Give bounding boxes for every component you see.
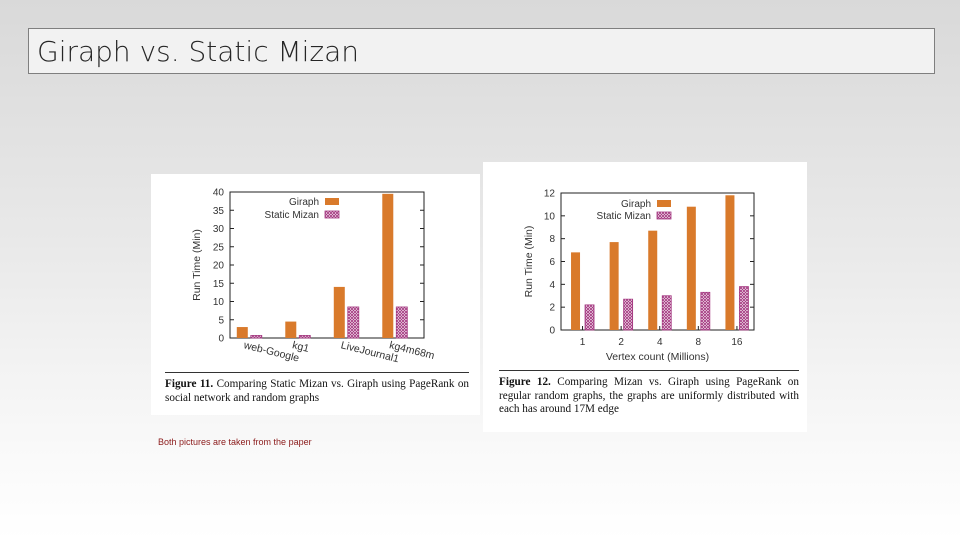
figure-11-caption-label: Figure 11. (165, 378, 214, 390)
bar-giraph (285, 321, 297, 338)
y-tick-label: 20 (213, 261, 225, 272)
y-tick-label: 8 (549, 234, 555, 245)
x-tick-label: 16 (731, 337, 743, 348)
footnote: Both pictures are taken from the paper (158, 437, 312, 447)
bar-mizan (700, 291, 711, 331)
bar-mizan (661, 295, 672, 331)
bar-mizan (347, 306, 360, 339)
x-tick-label: kg1 (291, 339, 310, 355)
bar-giraph (382, 193, 394, 338)
bar-mizan (584, 304, 595, 331)
x-tick-label: web-Google (242, 339, 301, 365)
legend-label: Static Mizan (597, 211, 651, 222)
y-tick-label: 0 (549, 326, 555, 337)
bar-giraph (686, 206, 696, 330)
legend-swatch-mizan (324, 210, 340, 219)
bar-mizan (298, 335, 311, 339)
figure-12: 0 2 4 6 8 10 12 Run Time (Min) 1 2 4 8 16 Vertex coun… (483, 162, 807, 432)
bar-giraph (333, 286, 345, 338)
y-tick-label: 35 (213, 206, 225, 217)
x-tick-label: 2 (618, 337, 624, 348)
bar-giraph (571, 252, 581, 330)
figure-11-chart: 0 5 10 15 20 25 30 35 40 Run Time (Min) web-Google… (191, 188, 436, 366)
figure-11: 0 5 10 15 20 25 30 35 40 Run Time (Min) web-Google… (151, 174, 480, 415)
bar-mizan (623, 298, 634, 331)
y-tick-label: 6 (549, 257, 555, 268)
bar-mizan (250, 335, 263, 339)
y-axis-label: Run Time (Min) (523, 226, 535, 298)
legend-label: Giraph (621, 199, 651, 210)
x-axis-label: Vertex count (Millions) (606, 351, 709, 363)
y-tick-label: 10 (213, 297, 225, 308)
x-tick-label: 8 (696, 337, 702, 348)
slide-title: Giraph vs. Static Mizan (37, 35, 360, 68)
bar-giraph (609, 242, 619, 330)
figure-11-caption: Figure 11. Comparing Static Mizan vs. Gi… (165, 378, 469, 405)
y-tick-label: 30 (213, 224, 225, 235)
bar-mizan (395, 306, 408, 339)
bar-giraph (236, 327, 248, 338)
figure-12-caption: Figure 12. Comparing Mizan vs. Giraph us… (499, 376, 799, 417)
figure-12-caption-label: Figure 12. (499, 376, 551, 388)
y-tick-label: 40 (213, 188, 225, 199)
y-tick-label: 2 (549, 303, 555, 314)
y-axis-label: Run Time (Min) (191, 229, 203, 301)
x-tick-label: 1 (580, 337, 586, 348)
bar-giraph (725, 195, 735, 330)
figure-11-rule (165, 372, 469, 373)
y-tick-label: 10 (544, 211, 556, 222)
legend-swatch-mizan (656, 211, 672, 220)
figure-12-caption-text: Comparing Mizan vs. Giraph using PageRan… (499, 376, 799, 415)
slide-title-box: Giraph vs. Static Mizan (28, 28, 935, 74)
legend-swatch-giraph (325, 198, 339, 205)
legend-label: Static Mizan (265, 210, 319, 221)
legend-label: Giraph (289, 197, 319, 208)
y-tick-label: 12 (544, 189, 556, 200)
bar-giraph (648, 230, 658, 330)
y-tick-label: 5 (218, 315, 224, 326)
figure-12-rule (499, 370, 799, 371)
bar-mizan (739, 286, 749, 331)
legend-swatch-giraph (657, 200, 671, 207)
y-tick-label: 0 (218, 334, 224, 345)
y-tick-label: 25 (213, 242, 225, 253)
y-tick-label: 4 (549, 280, 555, 291)
x-tick-label: 4 (657, 337, 663, 348)
figure-11-caption-text: Comparing Static Mizan vs. Giraph using … (165, 378, 470, 404)
y-tick-label: 15 (213, 279, 225, 290)
